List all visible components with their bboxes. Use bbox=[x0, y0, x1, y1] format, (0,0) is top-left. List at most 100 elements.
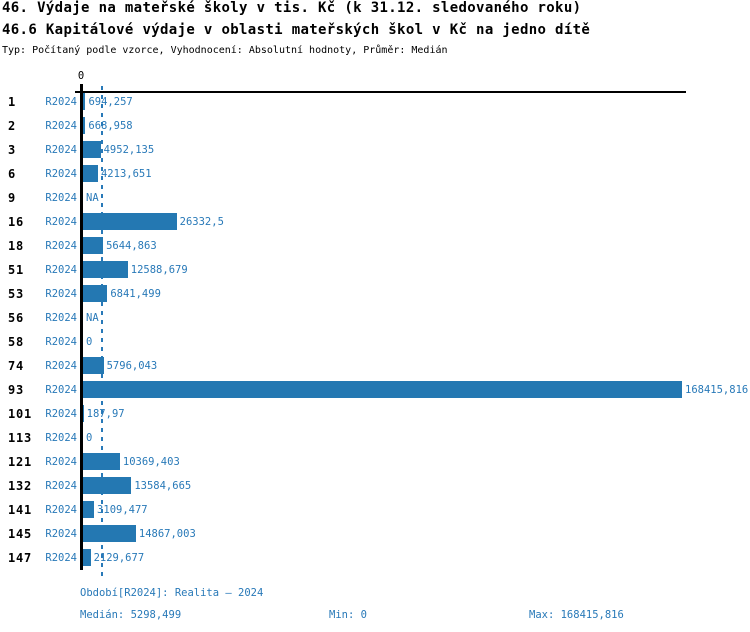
row-id: 1 bbox=[8, 94, 17, 109]
footer-period: Období[R2024]: Realita – 2024 bbox=[80, 587, 264, 599]
row-id: 16 bbox=[8, 214, 25, 229]
value-bar bbox=[83, 165, 98, 182]
row-period-label: R2024 bbox=[45, 359, 77, 372]
row-period-label: R2024 bbox=[45, 383, 77, 396]
median-line bbox=[100, 86, 103, 577]
row-period-label: R2024 bbox=[45, 479, 77, 492]
value-bar bbox=[83, 477, 132, 494]
table-row: 1 R2024 694,257 bbox=[0, 90, 750, 114]
row-period-label: R2024 bbox=[45, 503, 77, 516]
chart-title-line1: 46. Výdaje na mateřské školy v tis. Kč (… bbox=[2, 0, 582, 16]
row-id: 58 bbox=[8, 334, 25, 349]
table-row: 147 R2024 2129,677 bbox=[0, 546, 750, 570]
footer-max: Max: 168415,816 bbox=[529, 609, 624, 621]
value-label: 14867,003 bbox=[138, 527, 196, 540]
value-label: 668,958 bbox=[88, 119, 133, 132]
row-id: 132 bbox=[8, 478, 33, 493]
table-row: 58 R2024 0 bbox=[0, 330, 750, 354]
value-bar bbox=[83, 213, 177, 230]
table-row: 3 R2024 4952,135 bbox=[0, 138, 750, 162]
table-row: 121 R2024 10369,403 bbox=[0, 450, 750, 474]
value-bar bbox=[83, 357, 104, 374]
value-bar bbox=[83, 237, 104, 254]
row-id: 141 bbox=[8, 502, 33, 517]
value-label: NA bbox=[86, 191, 99, 204]
row-id: 2 bbox=[8, 118, 17, 133]
row-id: 9 bbox=[8, 190, 17, 205]
table-row: 113 R2024 0 bbox=[0, 426, 750, 450]
value-label: 12588,679 bbox=[130, 263, 188, 276]
row-period-label: R2024 bbox=[45, 191, 77, 204]
table-row: 6 R2024 4213,651 bbox=[0, 162, 750, 186]
value-bar bbox=[83, 117, 86, 134]
value-label: 26332,5 bbox=[179, 215, 224, 228]
value-bar bbox=[83, 501, 95, 518]
row-id: 18 bbox=[8, 238, 25, 253]
row-id: 101 bbox=[8, 406, 33, 421]
value-label: 3109,477 bbox=[97, 503, 148, 516]
row-period-label: R2024 bbox=[45, 119, 77, 132]
zero-tick-label: 0 bbox=[77, 70, 85, 82]
table-row: 132 R2024 13584,665 bbox=[0, 474, 750, 498]
value-bar bbox=[83, 549, 91, 566]
row-period-label: R2024 bbox=[45, 455, 77, 468]
row-id: 56 bbox=[8, 310, 25, 325]
value-label: 5644,863 bbox=[106, 239, 157, 252]
row-id: 147 bbox=[8, 550, 33, 565]
row-id: 6 bbox=[8, 166, 17, 181]
row-period-label: R2024 bbox=[45, 527, 77, 540]
row-id: 113 bbox=[8, 430, 33, 445]
row-period-label: R2024 bbox=[45, 431, 77, 444]
table-row: 145 R2024 14867,003 bbox=[0, 522, 750, 546]
value-label: 187,97 bbox=[86, 407, 125, 420]
value-label: 4213,651 bbox=[100, 167, 152, 180]
row-period-label: R2024 bbox=[45, 263, 77, 276]
row-id: 145 bbox=[8, 526, 33, 541]
table-row: 51 R2024 12588,679 bbox=[0, 258, 750, 282]
value-label: 2129,677 bbox=[93, 551, 145, 564]
value-bar bbox=[83, 93, 86, 110]
table-row: 9 R2024 NA bbox=[0, 186, 750, 210]
value-label: 4952,135 bbox=[103, 143, 155, 156]
value-label: 0 bbox=[86, 431, 93, 444]
row-period-label: R2024 bbox=[45, 95, 77, 108]
value-bar bbox=[83, 453, 120, 470]
row-period-label: R2024 bbox=[45, 143, 77, 156]
row-period-label: R2024 bbox=[45, 167, 77, 180]
value-bar bbox=[83, 141, 101, 158]
row-id: 74 bbox=[8, 358, 25, 373]
row-period-label: R2024 bbox=[45, 335, 77, 348]
footer-median: Medián: 5298,499 bbox=[80, 609, 182, 621]
row-id: 51 bbox=[8, 262, 25, 277]
row-id: 53 bbox=[8, 286, 25, 301]
row-period-label: R2024 bbox=[45, 311, 77, 324]
table-row: 2 R2024 668,958 bbox=[0, 114, 750, 138]
table-row: 18 R2024 5644,863 bbox=[0, 234, 750, 258]
row-period-label: R2024 bbox=[45, 215, 77, 228]
row-id: 121 bbox=[8, 454, 33, 469]
value-bar bbox=[83, 381, 682, 398]
value-bar bbox=[83, 261, 128, 278]
row-period-label: R2024 bbox=[45, 551, 77, 564]
value-label: NA bbox=[86, 311, 99, 324]
value-label: 13584,665 bbox=[134, 479, 192, 492]
value-label: 0 bbox=[86, 335, 93, 348]
value-bar bbox=[83, 285, 108, 302]
table-row: 16 R2024 26332,5 bbox=[0, 210, 750, 234]
table-row: 53 R2024 6841,499 bbox=[0, 282, 750, 306]
row-id: 3 bbox=[8, 142, 17, 157]
footer-min: Min: 0 bbox=[329, 609, 367, 621]
table-row: 74 R2024 5796,043 bbox=[0, 354, 750, 378]
row-period-label: R2024 bbox=[45, 407, 77, 420]
value-label: 694,257 bbox=[88, 95, 133, 108]
table-row: 101 R2024 187,97 bbox=[0, 402, 750, 426]
value-label: 168415,816 bbox=[685, 383, 749, 396]
value-label: 5796,043 bbox=[106, 359, 158, 372]
zero-baseline bbox=[80, 84, 83, 570]
value-bar bbox=[83, 405, 84, 422]
table-row: 93 R2024 168415,816 bbox=[0, 378, 750, 402]
value-label: 10369,403 bbox=[122, 455, 180, 468]
chart-subtitle: Typ: Počítaný podle vzorce, Vyhodnocení:… bbox=[2, 45, 448, 56]
value-label: 6841,499 bbox=[110, 287, 161, 300]
